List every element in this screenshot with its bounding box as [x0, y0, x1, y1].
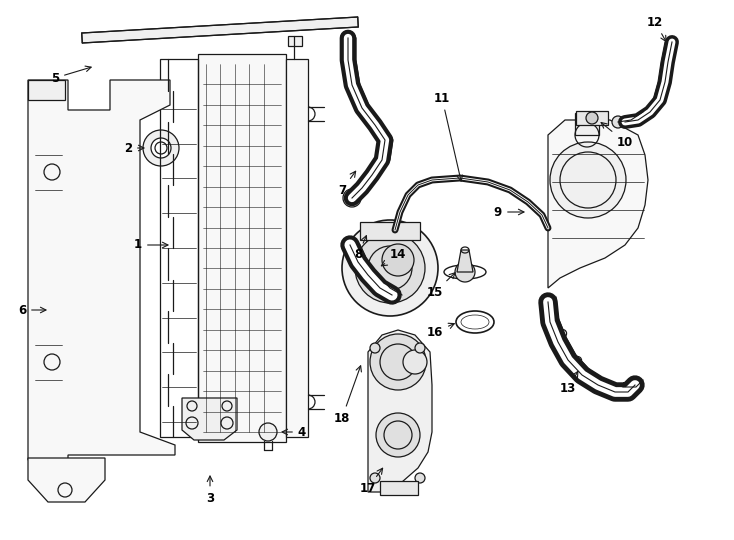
Polygon shape	[28, 458, 105, 502]
Bar	[576, 111, 608, 125]
Text: 3: 3	[206, 476, 214, 504]
Circle shape	[403, 350, 427, 374]
Text: 5: 5	[51, 66, 91, 84]
Polygon shape	[286, 59, 308, 437]
Text: 7: 7	[338, 171, 356, 197]
Circle shape	[415, 343, 425, 353]
Polygon shape	[457, 250, 473, 272]
Polygon shape	[28, 80, 65, 100]
Circle shape	[143, 130, 179, 166]
Text: 9: 9	[494, 206, 524, 219]
Polygon shape	[28, 80, 175, 460]
Circle shape	[355, 233, 425, 303]
Circle shape	[151, 138, 171, 158]
Circle shape	[415, 473, 425, 483]
Circle shape	[370, 473, 380, 483]
Bar	[288, 36, 302, 46]
Text: 2: 2	[124, 141, 144, 154]
Text: 8: 8	[354, 235, 367, 261]
Circle shape	[612, 116, 624, 128]
Bar	[575, 113, 599, 135]
Text: 4: 4	[282, 426, 306, 438]
Circle shape	[455, 262, 475, 282]
Text: 12: 12	[647, 16, 666, 42]
Text: 15: 15	[426, 273, 455, 299]
Text: 6: 6	[18, 303, 46, 316]
Polygon shape	[182, 398, 237, 440]
Text: 10: 10	[601, 123, 633, 148]
Circle shape	[586, 112, 598, 124]
Text: 11: 11	[434, 91, 462, 181]
Circle shape	[342, 220, 438, 316]
Circle shape	[550, 142, 626, 218]
Circle shape	[370, 343, 380, 353]
Bar	[198, 54, 286, 442]
Text: 18: 18	[334, 366, 361, 424]
Bar	[380, 481, 418, 495]
Polygon shape	[81, 17, 358, 43]
Circle shape	[259, 423, 277, 441]
Circle shape	[370, 334, 426, 390]
Text: 13: 13	[560, 372, 578, 395]
Polygon shape	[548, 120, 648, 288]
Text: 1: 1	[134, 239, 168, 252]
Bar	[360, 222, 420, 240]
Circle shape	[376, 413, 420, 457]
Circle shape	[382, 244, 414, 276]
Text: 14: 14	[382, 248, 406, 266]
Text: 17: 17	[360, 468, 382, 495]
Text: 16: 16	[426, 323, 454, 339]
Polygon shape	[368, 330, 432, 492]
